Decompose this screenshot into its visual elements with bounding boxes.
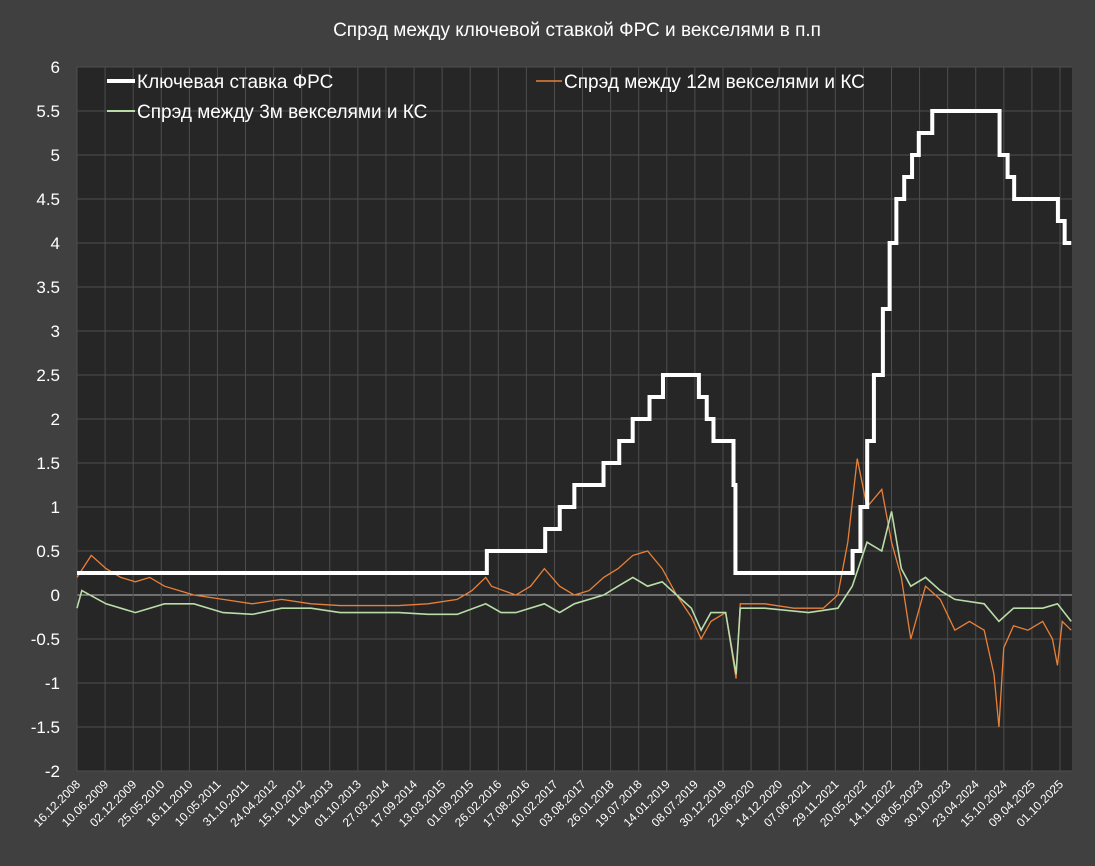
- legend-item-fed-rate: Ключевая ставка ФРС: [107, 72, 333, 93]
- y-tick-label: -1: [45, 674, 60, 693]
- y-tick-label: 3: [51, 322, 60, 341]
- legend-label-12m-spread: Спрэд между 12м векселями и КС: [564, 72, 865, 93]
- y-tick-label: 6: [51, 58, 60, 77]
- y-tick-label: 0.5: [36, 542, 60, 561]
- legend-label-3m-spread: Спрэд между 3м векселями и КС: [137, 102, 427, 123]
- y-tick-label: 4: [51, 234, 60, 253]
- y-tick-label: 2.5: [36, 366, 60, 385]
- y-tick-label: -0.5: [31, 630, 60, 649]
- y-tick-label: -1.5: [31, 718, 60, 737]
- y-tick-label: 4.5: [36, 190, 60, 209]
- y-tick-label: 0: [51, 586, 60, 605]
- y-tick-label: 2: [51, 410, 60, 429]
- y-tick-label: 3.5: [36, 278, 60, 297]
- spread-3m-line: [76, 511, 1072, 675]
- y-tick-label: 5: [51, 146, 60, 165]
- legend: Ключевая ставка ФРС Спрэд между 12м векс…: [107, 72, 865, 123]
- legend-item-12m-spread: Спрэд между 12м векселями и КС: [536, 72, 865, 93]
- y-tick-label: 5.5: [36, 102, 60, 121]
- legend-item-3m-spread: Спрэд между 3м векселями и КС: [107, 102, 427, 123]
- chart-title: Спрэд между ключевой ставкой ФРС и вексе…: [333, 20, 821, 41]
- y-tick-label: -2: [45, 762, 60, 781]
- fed-rate-line: [77, 109, 1072, 575]
- y-axis: -2 -1.5 -1 -0.5 0 0.5 1 1.5 2 2.5 3 3.5 4 4.5 5 5.5 6: [31, 58, 60, 781]
- legend-label-fed-rate: Ключевая ставка ФРС: [137, 72, 333, 93]
- y-tick-label: 1.5: [36, 454, 60, 473]
- y-tick-label: 1: [51, 498, 60, 517]
- series-group: [76, 109, 1072, 728]
